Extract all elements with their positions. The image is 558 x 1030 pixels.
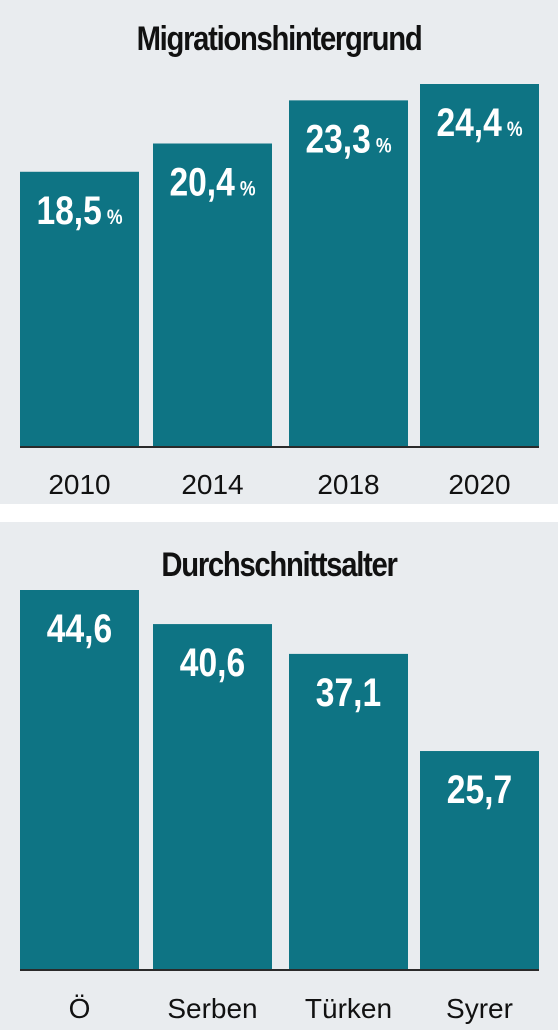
category-label: Syrer bbox=[446, 993, 513, 1024]
chart-panel-migration: Migrationshintergrund 18,5% 2010 20,4% 2014… bbox=[0, 0, 558, 504]
bar-value-label: 18,5% bbox=[36, 188, 122, 232]
bar-value-label: 37,1 bbox=[316, 670, 381, 714]
category-label: Ö bbox=[69, 993, 91, 1024]
bar bbox=[153, 143, 272, 448]
chart-title: Durchschnittsalter bbox=[161, 546, 397, 584]
bar bbox=[20, 171, 139, 447]
bar bbox=[153, 624, 272, 970]
category-label: 2014 bbox=[181, 469, 243, 500]
chart-migration-svg: 18,5 % 2010 20,4 % 2014 23,3 % 2018 24,4 % 2020 bbox=[20, 84, 539, 500]
bar bbox=[289, 653, 408, 970]
chart-panel-age: Durchschnittsalter 44,6 Ö 40,6 Serben 37,1 Tü… bbox=[0, 522, 558, 1030]
bar-value-label: 40,6 bbox=[180, 640, 245, 684]
category-label: Serben bbox=[167, 993, 257, 1024]
bar-value-label: 24,4% bbox=[436, 100, 522, 144]
bar bbox=[420, 84, 539, 447]
chart-age-svg: 44,6 Ö 40,6 Serben 37,1 Türken 25,7 Syrer bbox=[20, 590, 539, 1024]
bar-value-label: 44,6 bbox=[47, 606, 112, 650]
bar-value-label: 25,7 bbox=[447, 767, 512, 811]
bar-value-label: 23,3% bbox=[305, 117, 391, 161]
category-label: 2020 bbox=[448, 469, 510, 500]
bar bbox=[420, 751, 539, 970]
bar bbox=[289, 100, 408, 448]
category-label: Türken bbox=[305, 993, 392, 1024]
chart-title: Migrationshintergrund bbox=[136, 20, 423, 58]
bar bbox=[20, 590, 139, 970]
category-label: 2010 bbox=[48, 469, 110, 500]
category-label: 2018 bbox=[317, 469, 379, 500]
bar-value-label: 20,4% bbox=[169, 160, 255, 204]
